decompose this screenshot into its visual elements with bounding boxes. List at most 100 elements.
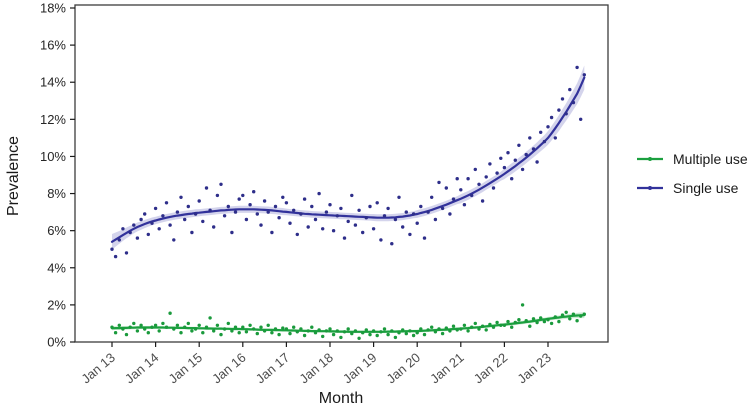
data-point	[252, 327, 256, 331]
data-point	[528, 324, 532, 328]
x-axis-title: Month	[318, 390, 364, 407]
data-point	[484, 175, 488, 179]
data-point	[419, 327, 423, 331]
data-point	[473, 167, 477, 172]
data-point	[430, 325, 434, 329]
data-point	[462, 203, 467, 207]
legend-item-multiple-use: Multiple use	[636, 149, 748, 169]
data-point	[528, 136, 532, 140]
data-point	[401, 328, 405, 332]
data-point	[455, 177, 459, 181]
data-point	[495, 171, 499, 175]
data-point	[513, 158, 517, 162]
data-point	[488, 162, 492, 166]
data-point	[244, 330, 249, 334]
data-point	[292, 208, 296, 212]
data-point	[110, 325, 114, 329]
data-point	[502, 165, 507, 170]
data-point	[404, 210, 408, 214]
data-point	[262, 199, 267, 203]
data-point	[531, 317, 536, 321]
data-point	[335, 214, 339, 218]
data-point	[219, 332, 223, 337]
data-point	[495, 320, 499, 325]
data-point	[150, 325, 154, 329]
data-point	[426, 328, 430, 332]
data-point	[252, 190, 256, 194]
data-point	[197, 323, 201, 327]
data-point	[335, 329, 339, 333]
data-point	[313, 217, 318, 222]
data-point	[390, 242, 394, 246]
data-point	[237, 197, 241, 201]
data-point	[480, 199, 485, 203]
data-point	[124, 332, 129, 337]
data-point	[262, 329, 267, 333]
data-point	[433, 330, 438, 334]
x-tick-label: Jan 18	[296, 350, 336, 387]
data-point	[404, 331, 408, 336]
data-point	[506, 319, 510, 324]
data-point	[408, 232, 412, 237]
data-point	[113, 331, 118, 335]
data-point	[317, 191, 321, 196]
data-point	[310, 325, 314, 329]
data-point	[230, 329, 234, 333]
data-point	[579, 117, 583, 122]
data-point	[143, 327, 147, 331]
x-tick-label: Jan 19	[340, 350, 380, 387]
data-point	[208, 316, 212, 320]
data-point	[233, 325, 238, 329]
data-point	[241, 325, 245, 329]
data-point	[212, 329, 216, 333]
data-point	[244, 217, 249, 222]
data-point	[353, 223, 358, 227]
y-tick-label: 12%	[40, 112, 66, 127]
data-point	[168, 223, 172, 227]
data-point	[117, 238, 122, 242]
data-point	[212, 225, 216, 229]
data-point	[517, 143, 521, 147]
data-point	[462, 323, 467, 327]
trend-line	[110, 76, 586, 243]
legend: Multiple use Single use	[636, 149, 748, 198]
data-point	[146, 232, 150, 237]
data-point	[284, 201, 289, 205]
y-tick-label: 8%	[47, 186, 66, 201]
data-point	[124, 251, 129, 255]
data-point	[451, 324, 456, 328]
data-point	[393, 217, 398, 222]
data-point	[121, 327, 125, 331]
data-point	[480, 324, 485, 328]
data-point	[419, 204, 423, 209]
data-point	[321, 227, 325, 231]
data-point	[579, 314, 583, 318]
data-point	[542, 319, 547, 324]
data-point	[524, 152, 528, 157]
data-point	[175, 323, 180, 327]
data-point	[172, 238, 176, 242]
data-point	[575, 65, 579, 70]
data-point	[346, 327, 350, 331]
data-point	[248, 323, 252, 327]
y-tick-label: 6%	[47, 223, 66, 238]
data-point	[390, 329, 394, 333]
data-point	[201, 219, 205, 224]
data-point	[284, 327, 289, 331]
data-point	[491, 325, 496, 329]
data-point	[535, 320, 539, 325]
data-point	[470, 325, 474, 329]
data-point	[219, 182, 223, 186]
data-point	[328, 327, 332, 331]
data-point	[295, 330, 299, 334]
data-point	[568, 317, 572, 321]
multiple-use-key-icon	[637, 157, 663, 161]
data-point	[277, 332, 281, 337]
data-point	[299, 212, 303, 216]
data-point	[368, 332, 372, 337]
data-point	[433, 217, 438, 222]
data-point	[571, 100, 576, 105]
data-point	[179, 195, 183, 199]
data-point	[361, 331, 365, 335]
